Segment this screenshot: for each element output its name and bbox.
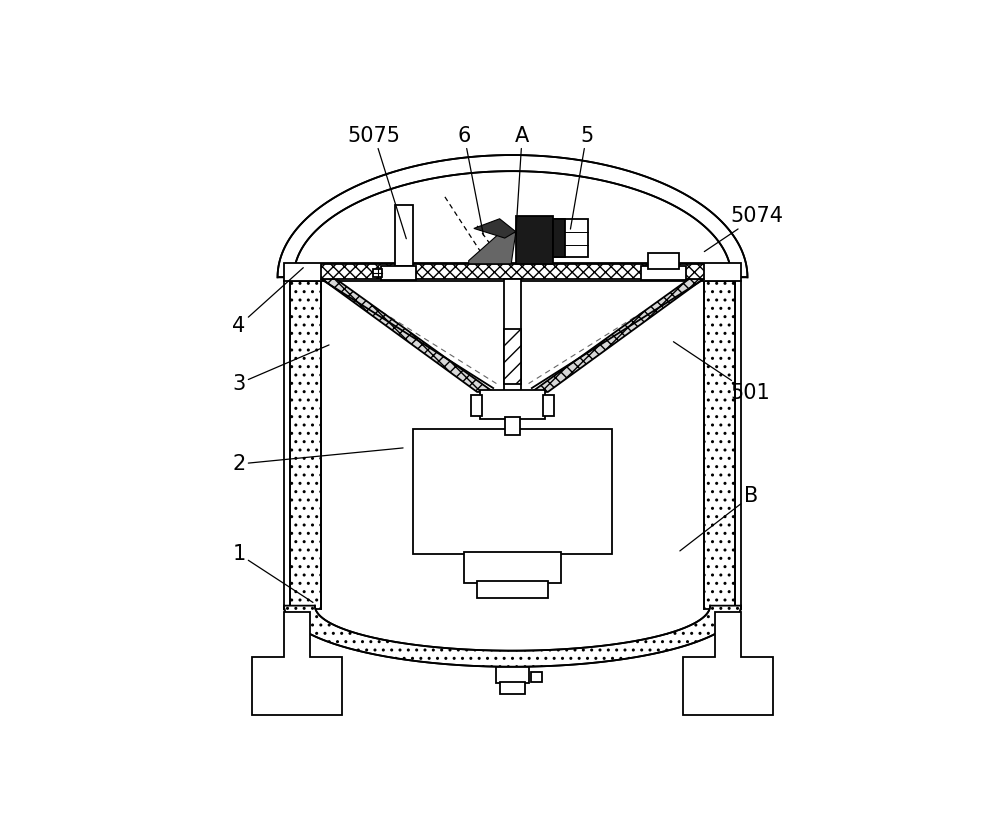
Text: 5075: 5075: [348, 125, 406, 239]
Text: 3: 3: [232, 345, 329, 394]
Bar: [284, 263, 741, 281]
Polygon shape: [321, 278, 493, 392]
Polygon shape: [278, 155, 747, 278]
Bar: [543, 395, 554, 415]
Text: B: B: [680, 487, 758, 551]
Bar: [504, 329, 521, 384]
Bar: [500, 681, 525, 695]
Bar: [321, 264, 704, 279]
Polygon shape: [683, 612, 773, 715]
Polygon shape: [474, 219, 516, 238]
Text: 1: 1: [232, 544, 313, 603]
Text: 6: 6: [458, 125, 484, 236]
Bar: [395, 205, 413, 266]
Bar: [413, 429, 612, 554]
Bar: [480, 390, 545, 419]
Bar: [641, 266, 686, 280]
Bar: [553, 219, 565, 257]
Text: 501: 501: [673, 342, 771, 403]
Polygon shape: [252, 612, 342, 715]
Bar: [553, 219, 588, 257]
Text: 2: 2: [232, 448, 403, 474]
Bar: [648, 252, 679, 269]
Polygon shape: [284, 605, 741, 667]
Bar: [477, 581, 548, 598]
Text: 4: 4: [232, 268, 303, 335]
Bar: [516, 216, 553, 264]
Polygon shape: [704, 281, 735, 609]
Polygon shape: [532, 278, 704, 392]
Bar: [496, 667, 529, 683]
Polygon shape: [469, 231, 516, 264]
Text: A: A: [515, 125, 529, 236]
Bar: [464, 553, 561, 584]
Bar: [471, 395, 482, 415]
Bar: [505, 417, 520, 435]
Text: 5: 5: [570, 125, 593, 229]
Bar: [381, 266, 416, 280]
Bar: [504, 278, 521, 412]
Bar: [373, 269, 382, 278]
Polygon shape: [290, 281, 321, 609]
Bar: [531, 672, 542, 681]
Text: 5074: 5074: [704, 206, 784, 252]
